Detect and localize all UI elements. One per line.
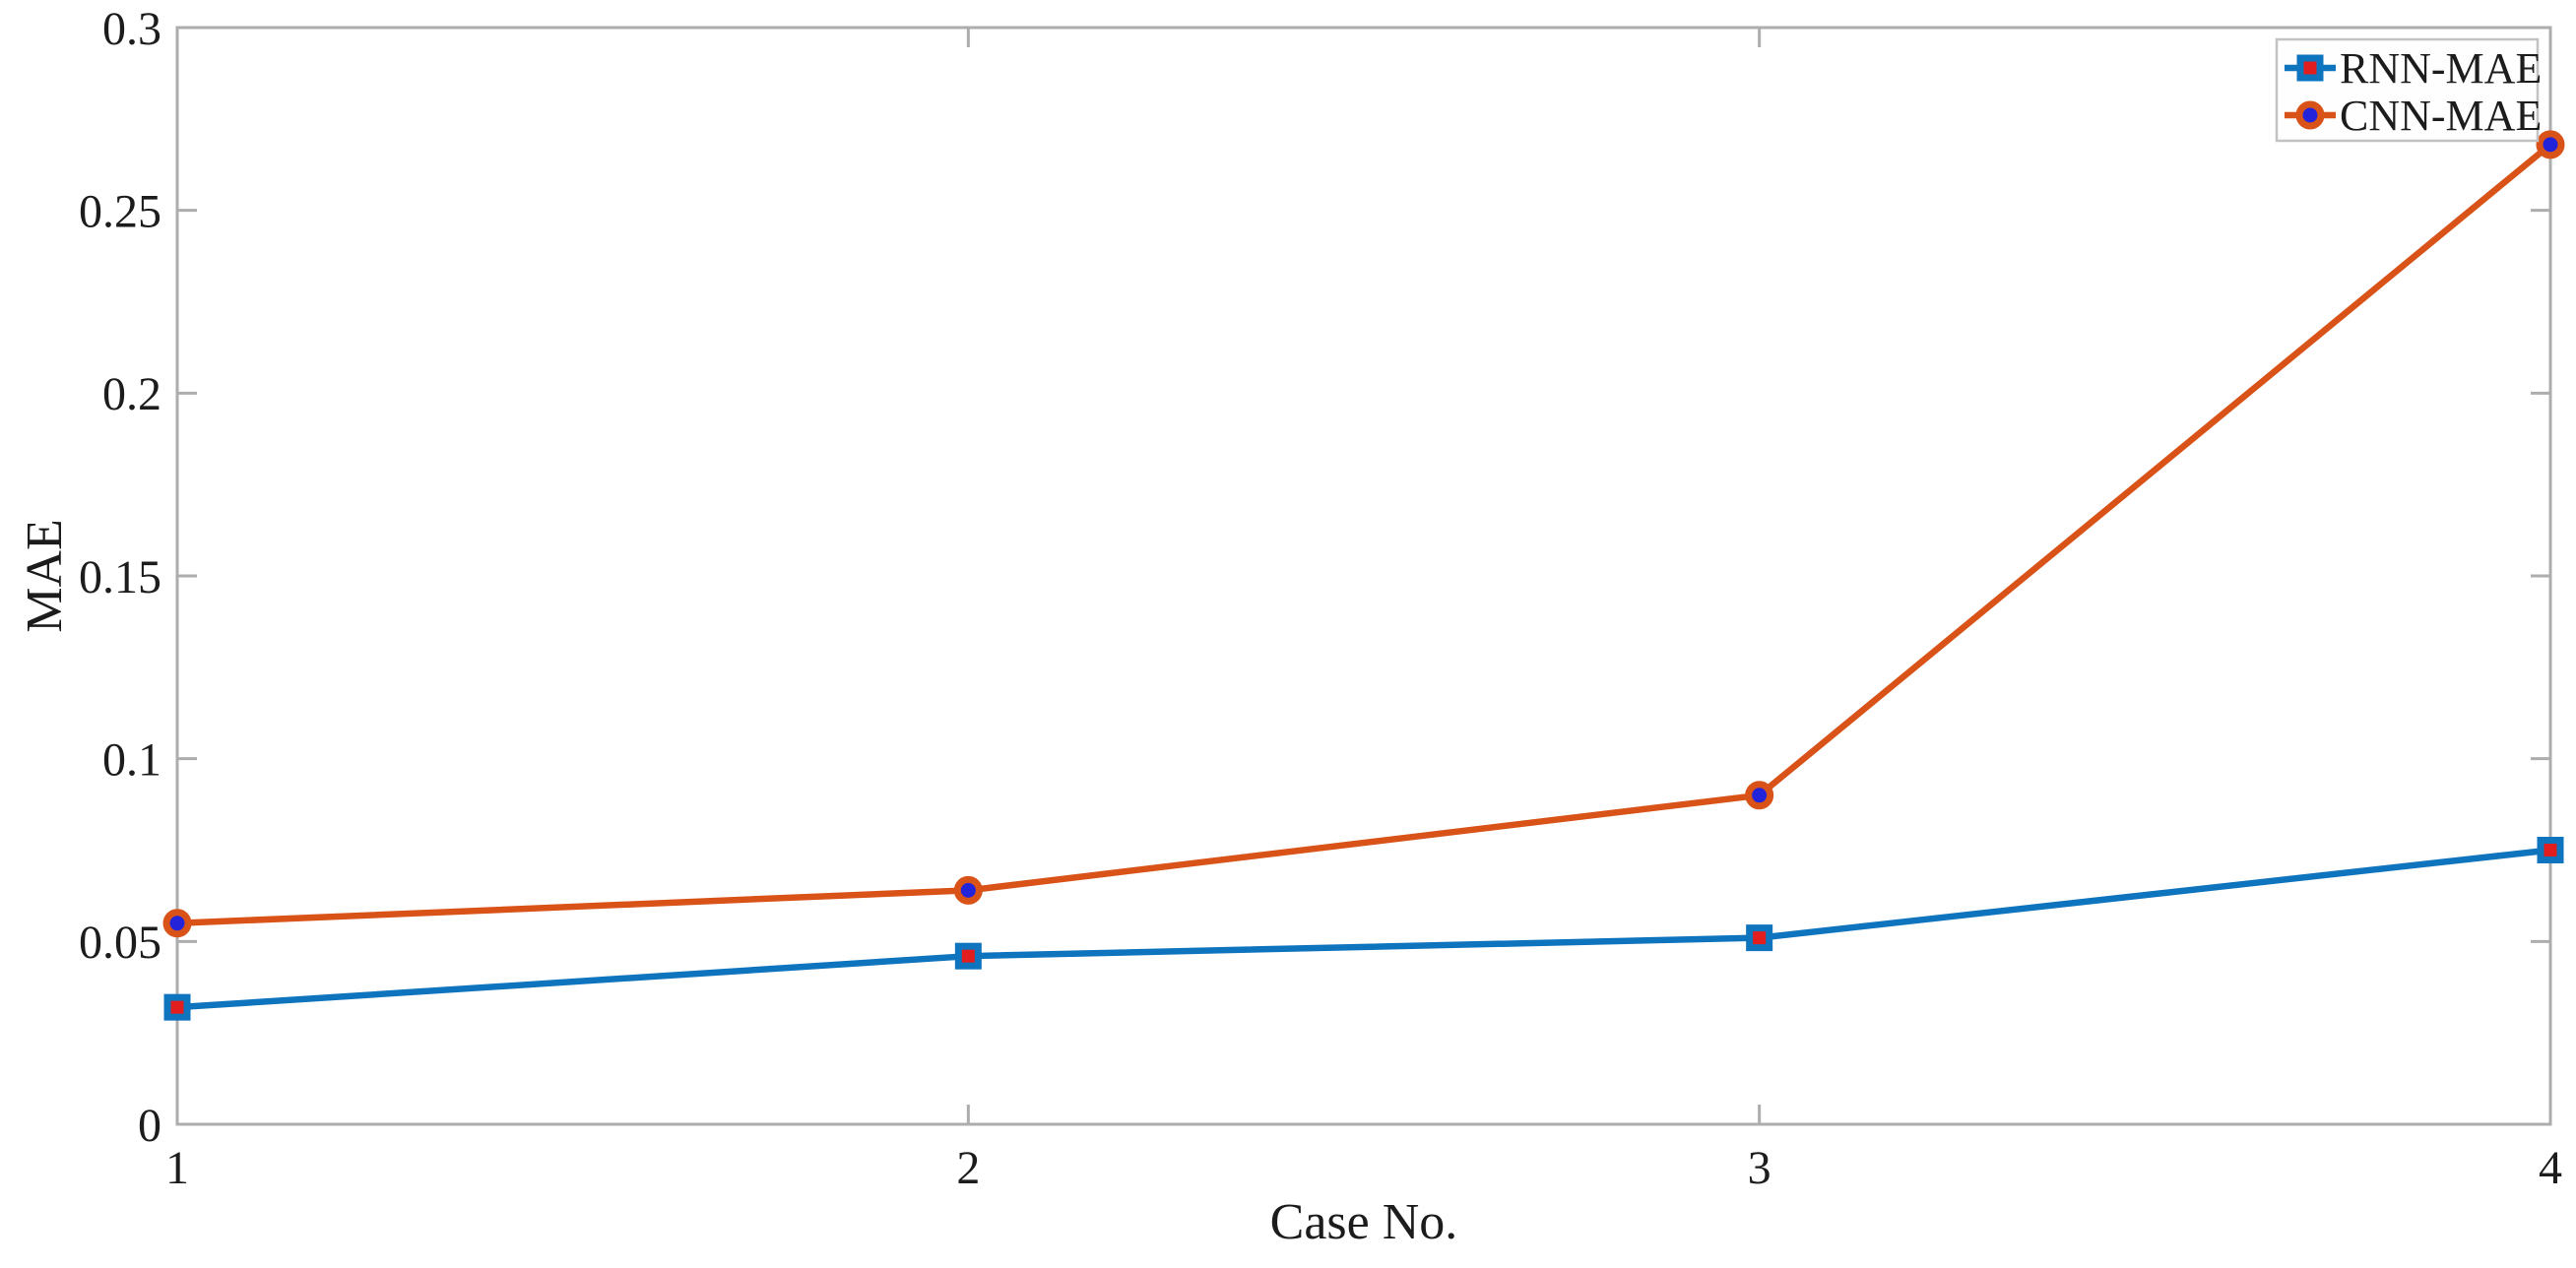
cnn-mae-marker: [1745, 781, 1774, 810]
y-axis-label: MAE: [17, 519, 73, 633]
rnn-mae-marker: [1746, 924, 1773, 952]
cnn-mae-marker: [953, 875, 983, 905]
y-tick-label: 0.1: [102, 733, 161, 786]
rnn-mae-marker: [2537, 837, 2564, 863]
rnn-mae-line: [176, 847, 2551, 1011]
y-tick-label: 0.25: [79, 185, 161, 237]
cnn-mae-marker: [2536, 130, 2565, 159]
chart-layer: 0 0.05 0.1 0.15 0.2 0.25 0.3 1 2 3 4: [79, 3, 2565, 1194]
rnn-mae-marker: [2296, 54, 2324, 82]
y-tick-label: 0.2: [102, 368, 161, 420]
y-tick-label: 0.15: [79, 551, 161, 603]
rnn-mae-marker: [954, 942, 982, 970]
x-tick-label: 2: [956, 1142, 980, 1194]
cnn-mae-marker: [2295, 100, 2325, 130]
rnn-mae-marker: [163, 993, 191, 1021]
y-tick-label: 0: [138, 1100, 161, 1152]
cnn-mae-marker: [162, 909, 192, 938]
legend-label-rnn-mae: RNN-MAE: [2340, 44, 2542, 93]
y-tick-label: 0.3: [102, 3, 161, 55]
x-tick-label: 1: [165, 1142, 189, 1194]
x-tick-label: 3: [1748, 1142, 1771, 1194]
x-axis-label: Case No.: [1270, 1194, 1458, 1250]
legend-label-cnn-mae: CNN-MAE: [2340, 92, 2542, 140]
plot-box: [175, 26, 2552, 1126]
cnn-mae-line: [176, 142, 2553, 927]
x-tick-label: 4: [2539, 1142, 2562, 1194]
y-tick-label: 0.05: [79, 917, 161, 969]
